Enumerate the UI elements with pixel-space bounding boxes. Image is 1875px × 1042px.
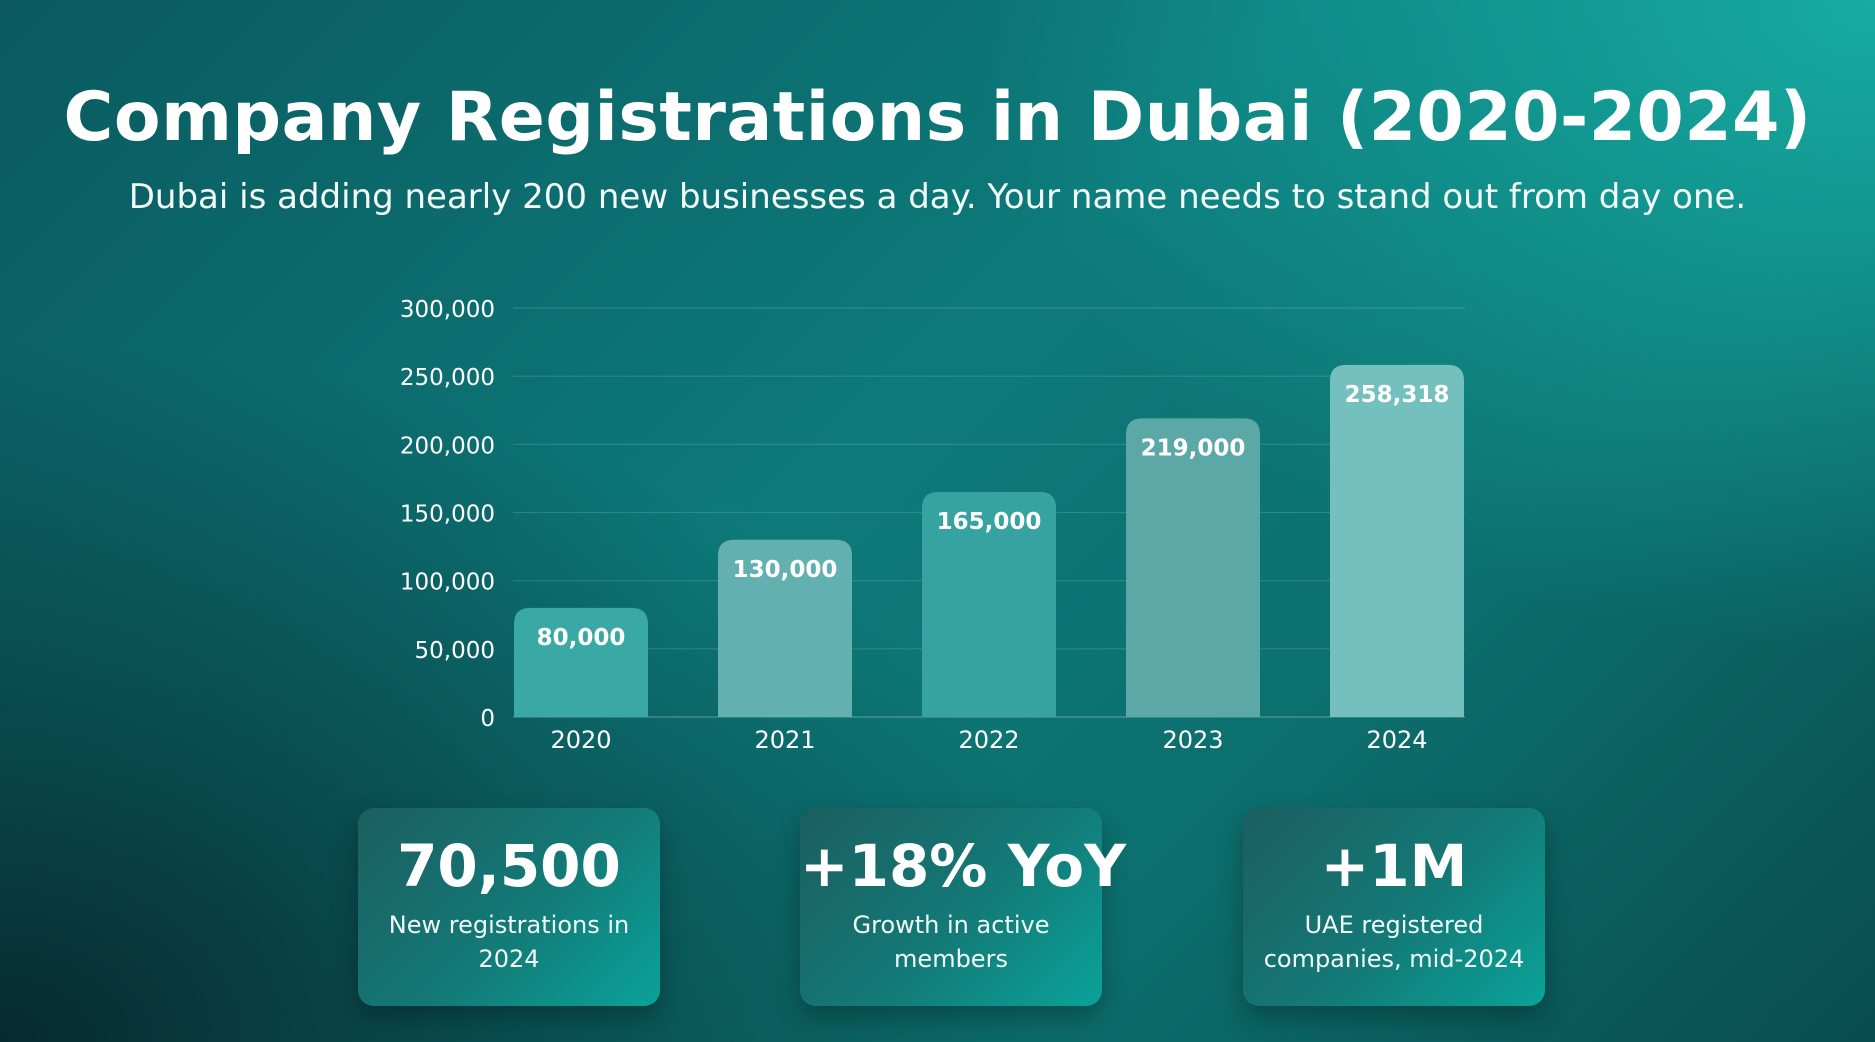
stat-description: UAE registered companies, mid-2024 [1263,911,1525,973]
y-tick-label: 50,000 [415,638,495,664]
data-label: 80,000 [537,625,626,651]
bar [1126,418,1260,717]
data-label: 165,000 [937,509,1042,535]
bar [718,539,852,717]
stat-description: New registrations in 2024 [388,911,630,973]
x-tick-label: 2021 [754,726,815,754]
stat-value: +18% YoY [800,832,1127,900]
bar [1330,364,1464,717]
y-tick-label: 100,000 [400,570,495,596]
y-tick-label: 250,000 [400,365,495,391]
stat-description: Growth in active members [852,911,1050,973]
bar [922,492,1056,717]
stat-value: +1M [1320,832,1468,900]
stat-card-uae-companies: +1M UAE registered companies, mid-2024 [1243,808,1545,1006]
y-tick-label: 200,000 [400,433,495,459]
data-label: 219,000 [1141,435,1246,461]
x-tick-label: 2023 [1162,726,1223,754]
y-tick-label: 150,000 [400,502,495,528]
data-label: 258,318 [1345,382,1450,408]
x-tick-label: 2020 [550,726,611,754]
page-title: Company Registrations in Dubai (2020-202… [63,78,1812,157]
bar [514,607,648,717]
x-tick-label: 2024 [1366,726,1427,754]
x-tick-label: 2022 [958,726,1019,754]
data-label: 130,000 [733,557,838,583]
y-tick-label: 0 [480,706,495,732]
stat-card-new-registrations: 70,500 New registrations in 2024 [358,808,660,1006]
stat-value: 70,500 [397,832,621,900]
y-tick-label: 300,000 [400,297,495,323]
stat-card-growth: +18% YoY Growth in active members [800,808,1127,1006]
page-subtitle: Dubai is adding nearly 200 new businesse… [128,177,1747,217]
